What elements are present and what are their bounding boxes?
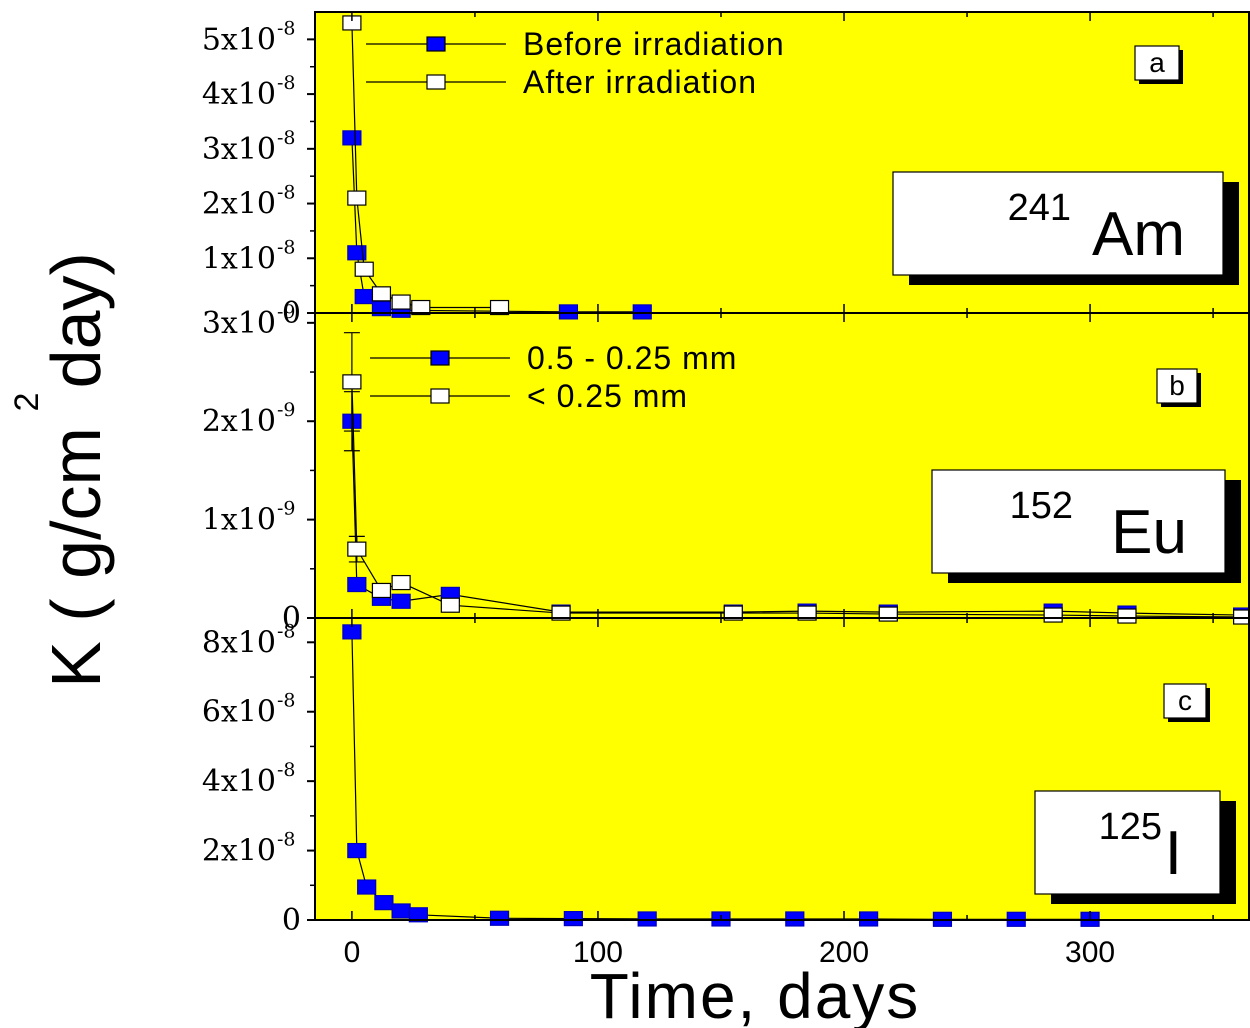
data-point-a-1-4 <box>391 294 411 310</box>
y-tick-label-a-0: 0 <box>282 296 301 331</box>
y-tick-label-c-2: 4x10 <box>202 764 276 799</box>
x-axis-label: Time, days <box>590 960 921 1028</box>
panel-label-b: b <box>1169 370 1185 401</box>
x-tick-label-0: 0 <box>344 936 361 969</box>
y-tick-label-a-1: 1x10 <box>202 241 276 276</box>
data-point-b-0-3 <box>391 593 411 609</box>
panel-label-box-a <box>1134 45 1180 81</box>
y-tick-label-a-2: 2x10 <box>202 187 276 222</box>
legend-label-a-0: Before irradiation <box>523 26 785 62</box>
y-tick-label-c-1: 2x10 <box>202 834 276 869</box>
panel-label-box-b <box>1156 368 1198 404</box>
y-tick-label-c-0: 0 <box>282 903 301 938</box>
legend-label-a-1: After irradiation <box>523 64 757 100</box>
data-point-c-0-5 <box>408 907 428 923</box>
data-point-c-0-11 <box>859 911 879 927</box>
data-point-c-0-2 <box>357 879 377 895</box>
y-tick-exponent-a-4: -8 <box>277 72 296 94</box>
y-tick-exponent-a-5: -8 <box>277 17 296 39</box>
data-point-b-1-0 <box>342 374 362 390</box>
y-tick-label-b-1: 1x10 <box>202 503 276 538</box>
y-tick-label-b-0: 0 <box>282 601 301 636</box>
data-point-a-1-6 <box>489 299 510 316</box>
y-tick-exponent-a-3: -8 <box>277 127 296 149</box>
y-tick-exponent-b-1: -9 <box>277 498 296 520</box>
data-point-b-1-10 <box>1117 608 1137 624</box>
data-point-a-1-3 <box>371 286 392 302</box>
data-point-c-0-6 <box>489 910 510 926</box>
y-axis-label-text: K ( g/cm day) <box>37 252 115 688</box>
isotope-box-a <box>892 171 1224 276</box>
data-point-a-0-0 <box>342 130 362 146</box>
data-point-b-1-4 <box>440 597 460 613</box>
y-tick-exponent-c-4: -8 <box>277 620 296 642</box>
isotope-symbol-c: I <box>1165 819 1182 888</box>
x-tick-label-300: 300 <box>1065 936 1115 969</box>
panel-label-c: c <box>1178 685 1192 716</box>
data-point-c-0-3 <box>374 895 394 911</box>
isotope-box-c <box>1034 790 1221 895</box>
data-point-c-0-10 <box>785 911 805 927</box>
isotope-mass-c: 125 <box>1099 806 1162 848</box>
isotope-mass-b: 152 <box>1010 485 1073 527</box>
data-point-c-0-1 <box>347 842 367 859</box>
data-point-a-1-1 <box>347 190 367 206</box>
isotope-mass-a: 241 <box>1008 187 1071 229</box>
legend-label-b-0: 0.5 - 0.25 mm <box>527 340 737 376</box>
y-tick-exponent-c-2: -8 <box>277 759 296 781</box>
y-tick-label-a-5: 5x10 <box>202 22 276 57</box>
data-point-c-0-8 <box>637 911 657 927</box>
data-point-b-1-9 <box>1043 607 1063 623</box>
y-tick-exponent-a-1: -8 <box>277 236 296 258</box>
data-point-a-0-5 <box>558 304 579 320</box>
data-point-b-1-2 <box>371 582 392 599</box>
legend-marker-a-0 <box>426 36 446 52</box>
panel-label-box-c <box>1163 683 1207 719</box>
isotope-symbol-b: Eu <box>1111 498 1187 567</box>
data-point-c-0-7 <box>563 911 583 927</box>
data-point-a-0-6 <box>632 304 652 320</box>
data-point-b-1-7 <box>797 605 817 621</box>
y-axis-label: K ( g/cm day) 2 <box>8 252 115 688</box>
x-tick-label-100: 100 <box>573 936 623 969</box>
legend-marker-b-0 <box>430 350 450 366</box>
y-tick-label-a-4: 4x10 <box>202 77 276 112</box>
legend-label-b-1: < 0.25 mm <box>527 378 688 414</box>
isotope-symbol-a: Am <box>1092 200 1185 269</box>
data-point-a-1-5 <box>411 299 431 316</box>
data-point-c-0-4 <box>391 903 411 919</box>
y-tick-label-c-4: 8x10 <box>202 625 276 660</box>
legend-marker-a-1 <box>426 74 446 90</box>
panel-label-a: a <box>1149 47 1165 78</box>
data-point-b-1-3 <box>391 574 411 591</box>
y-tick-exponent-b-2: -9 <box>277 399 296 421</box>
y-tick-exponent-c-1: -8 <box>277 829 296 851</box>
y-tick-label-b-3: 3x10 <box>202 306 276 341</box>
data-point-a-0-1 <box>347 245 367 261</box>
y-tick-exponent-b-3: -9 <box>277 301 296 323</box>
y-axis-label-superscript: 2 <box>8 393 46 412</box>
y-tick-exponent-a-2: -8 <box>277 182 296 204</box>
data-point-b-1-5 <box>551 605 571 621</box>
isotope-box-b <box>931 469 1226 574</box>
x-tick-label-200: 200 <box>819 936 869 969</box>
panel-frame-c <box>314 617 1250 921</box>
data-point-a-1-2 <box>354 261 374 277</box>
plot-backgrounds <box>315 12 1250 920</box>
y-tick-label-c-3: 6x10 <box>202 695 276 730</box>
data-point-b-1-1 <box>347 541 367 557</box>
legend-marker-b-1 <box>430 388 450 404</box>
y-tick-exponent-c-3: -8 <box>277 690 296 712</box>
data-point-b-1-6 <box>723 605 743 621</box>
y-tick-label-a-3: 3x10 <box>202 132 276 167</box>
y-tick-label-b-2: 2x10 <box>202 404 276 439</box>
series-layer <box>342 15 1250 927</box>
data-point-a-0-2 <box>354 288 374 305</box>
data-point-b-0-1 <box>347 576 367 593</box>
